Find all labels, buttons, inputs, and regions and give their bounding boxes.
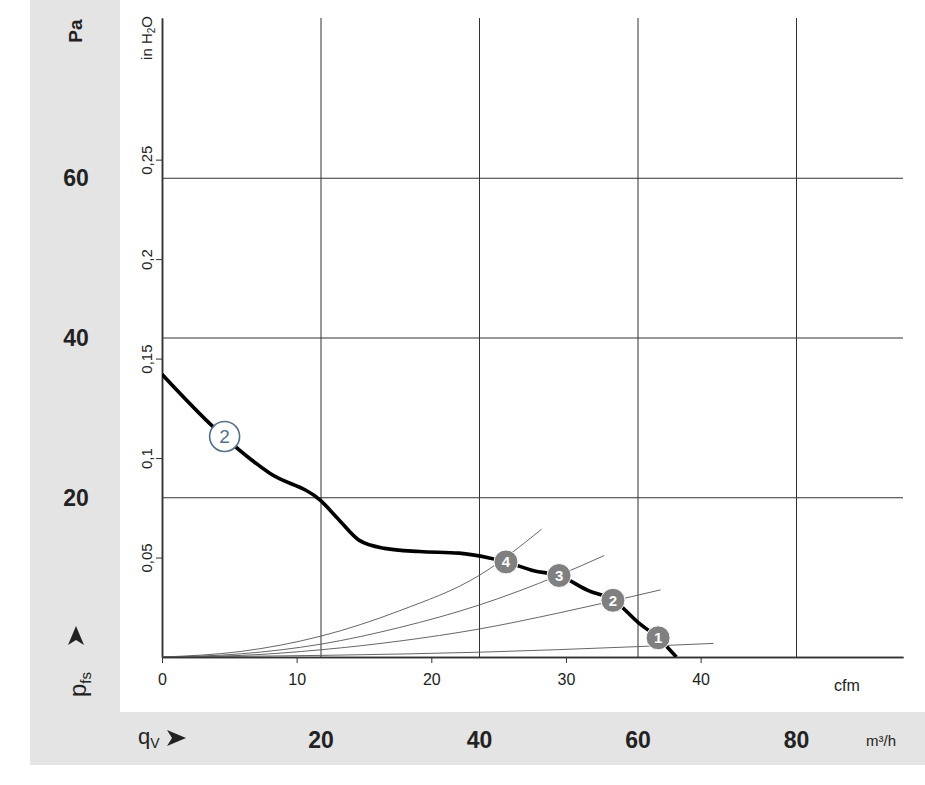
tick-label: 40: [467, 727, 493, 753]
tick: 0,2: [138, 249, 162, 270]
tick-mark: [566, 657, 567, 663]
annotation-label: 1: [654, 629, 662, 646]
annotation-label: 2: [219, 426, 230, 447]
tick-label: 60: [63, 165, 89, 191]
bottom-band: [30, 712, 925, 765]
y-title: Pa: [65, 19, 86, 43]
tick-label: 30: [558, 671, 576, 688]
grid-line: [796, 18, 797, 657]
side-band: [30, 0, 120, 712]
tick-label: 0,05: [138, 543, 155, 572]
tick-label: 0,25: [138, 146, 155, 175]
x-title: m³/h: [866, 732, 896, 749]
tick-label: 60: [625, 727, 651, 753]
tick-mark: [701, 657, 702, 663]
tick: 60: [63, 165, 903, 191]
x-label: qV: [138, 724, 160, 751]
y2-title: in H2O: [138, 16, 157, 60]
tick: 20: [423, 657, 441, 688]
tick: 10: [288, 657, 306, 688]
tick-label: 0,2: [138, 249, 155, 270]
tick-mark: [156, 458, 162, 459]
axis-arrow: [68, 626, 84, 645]
y2-axis: 0,05 0,1 0,15 0,2 0,25: [138, 19, 163, 658]
tick: 0: [158, 657, 167, 688]
y-label: pfs: [64, 672, 94, 697]
axis-line: [163, 657, 904, 659]
tick-mark: [162, 657, 163, 663]
grid-line: [321, 18, 322, 657]
annotation-label: 4: [502, 553, 511, 570]
grid-line: [479, 18, 480, 657]
tick-label: 20: [308, 727, 334, 753]
tick-label: 0,15: [138, 344, 155, 373]
annotation-label: 3: [555, 567, 563, 584]
text-part: q: [138, 724, 150, 749]
tick-label: 0: [158, 671, 167, 688]
axis-line: [162, 19, 164, 658]
tick: 80: [784, 18, 810, 753]
operating-point: [547, 564, 571, 588]
y-axis: 20 40 60: [63, 19, 903, 658]
grid-line: [162, 338, 903, 339]
operating-point: [601, 588, 625, 612]
x-axis: 20 40 60 80: [163, 18, 904, 753]
text-part: p: [64, 684, 91, 697]
x2-title: cfm: [834, 677, 860, 694]
axis-line: [163, 657, 904, 659]
tick: 40: [692, 657, 710, 688]
tick-mark: [156, 160, 162, 161]
tick-label: 0,1: [138, 448, 155, 469]
chart: 20 40 60 20 40 60 80 0 10 20 30 40 0,05 0,1 0,15 0,2 0,2…: [0, 0, 925, 785]
tick-label: 40: [692, 671, 710, 688]
axis-line: [162, 19, 164, 658]
tick-label: 40: [63, 325, 89, 351]
grid-line: [162, 178, 903, 179]
tick-label: 10: [288, 671, 306, 688]
text-part: O: [138, 16, 155, 28]
tick: 0,15: [138, 344, 162, 373]
plot-area: [162, 374, 714, 657]
subscript: fs: [77, 672, 94, 684]
grid-line: [638, 18, 639, 657]
tick: 20: [63, 485, 903, 511]
grid-line: [162, 497, 903, 498]
tick-mark: [297, 657, 298, 663]
operating-point: [494, 550, 518, 574]
fan-curve: [162, 374, 676, 657]
tick: 40: [467, 18, 493, 753]
subscript: V: [150, 735, 160, 751]
operating-point: [210, 422, 240, 452]
tick-label: 80: [784, 727, 810, 753]
system-curve: [162, 590, 660, 657]
x2-axis: 0 10 20 30 40: [158, 657, 903, 688]
tick-mark: [156, 558, 162, 559]
text-part: in H: [138, 33, 155, 60]
annotation-labels: 2 4 3 2 1: [219, 426, 662, 646]
operating-point: [646, 626, 670, 650]
tick: 0,25: [138, 146, 162, 175]
tick: 0,1: [138, 448, 162, 469]
annotation-label: 2: [609, 592, 617, 609]
tick: 0,05: [138, 543, 162, 572]
tick-mark: [156, 259, 162, 260]
tick: 30: [558, 657, 576, 688]
tick-label: 20: [63, 485, 89, 511]
tick-mark: [431, 657, 432, 663]
axis-arrow: [167, 730, 186, 746]
tick-mark: [156, 359, 162, 360]
tick: 40: [63, 325, 903, 351]
tick-label: 20: [423, 671, 441, 688]
system-curve: [162, 529, 542, 657]
